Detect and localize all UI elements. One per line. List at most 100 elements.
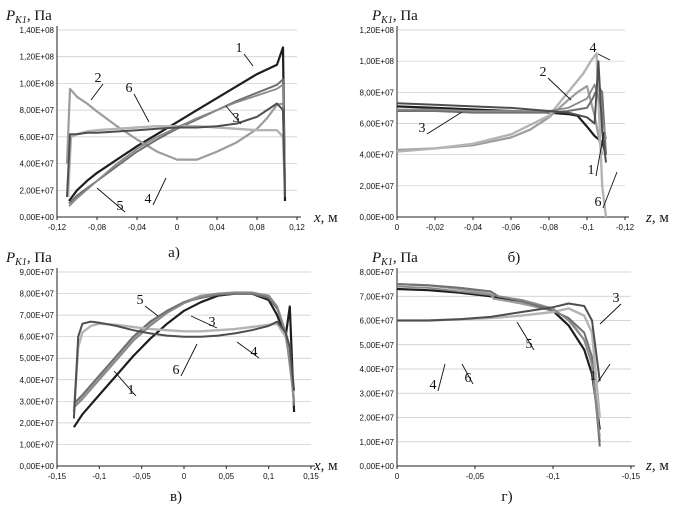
series-line-5 [397,83,607,140]
curve-label-6: 6 [173,363,180,378]
curve-label-4: 4 [590,41,597,56]
curve-leader-3 [190,315,218,329]
y-tick-label: 4,00E+07 [20,160,55,169]
x-tick-label: 0,15 [303,472,319,481]
curve-label-1: 1 [128,383,135,398]
y-tick-label: 7,00E+07 [20,311,55,320]
series-line-2 [73,291,296,407]
y-axis-symbol: P [5,250,15,266]
curve-label-4: 4 [145,192,152,207]
y-tick-label: 0,00E+00 [360,213,395,222]
x-axis-letter: z [645,210,652,226]
y-axis-unit: , Па [27,250,52,266]
y-tick-label: 3,00E+07 [360,389,395,398]
curve-label-3: 3 [233,111,240,126]
y-axis-unit: , Па [27,8,52,24]
y-tick-label: 1,00E+07 [20,440,55,449]
x-tick-label: 0 [175,223,180,232]
x-axis-unit: , м [321,458,339,474]
y-tick-label: 2,00E+07 [360,182,395,191]
curve-leader-5 [516,321,535,351]
x-tick-label: 0,04 [209,223,225,232]
curve-leader-3 [599,303,622,325]
x-axis-title: z, м [645,458,669,474]
y-axis-symbol: P [5,8,15,24]
x-tick-label: -0,1 [92,472,106,481]
x-tick-label: -0,02 [426,223,445,232]
y-tick-label: 6,00E+07 [20,133,55,142]
y-tick-label: 9,00E+07 [20,268,55,277]
series-line-1 [68,46,287,202]
series-line-5 [73,291,295,409]
curve-label-2: 2 [540,65,547,80]
curve-leader-1 [243,53,254,67]
y-axis-title: PK1, Па [371,250,418,268]
curve-label-4: 4 [430,378,437,393]
panel-label: б) [508,250,521,266]
x-axis-title: x, м [313,458,338,474]
series-line-6 [72,320,296,419]
curve-leader-1 [595,131,605,177]
curve-leader-6 [180,343,198,377]
x-axis-letter: x [313,458,321,474]
chart-panel-4: 0,00E+00 1,00E+07 2,00E+07 3,00E+07 4,00E+07… [360,250,670,505]
curve-label-6: 6 [595,195,602,210]
x-tick-label: -0,05 [133,472,152,481]
curve-label-3: 3 [613,291,620,306]
curve-label-4: 4 [251,345,258,360]
y-tick-label: 1,20E+08 [360,26,395,35]
y-tick-label: 6,00E+07 [20,333,55,342]
y-tick-label: 6,00E+07 [360,317,395,326]
y-tick-label: 0,00E+00 [20,462,55,471]
y-tick-label: 3,00E+07 [20,397,55,406]
curve-label-1: 1 [590,369,597,384]
x-tick-label: -0,12 [48,223,67,232]
curve-label-1: 1 [588,163,595,178]
y-tick-label: 4,00E+07 [360,151,395,160]
series-line-6 [397,302,601,382]
y-axis-subscript: K1 [14,257,27,268]
x-tick-label: 0 [395,223,400,232]
curve-leader-4 [236,341,260,359]
y-tick-label: 2,00E+07 [20,186,55,195]
curve-leader-6 [133,93,150,123]
y-tick-label: 4,00E+07 [360,365,395,374]
x-tick-label: -0,04 [128,223,147,232]
x-tick-label: -0,15 [48,472,67,481]
curve-label-5: 5 [117,199,124,214]
y-axis-subscript: K1 [380,257,393,268]
series-line-2 [65,87,287,191]
chart-panel-1: 0,00E+00 2,00E+07 4,00E+07 6,00E+07 8,00E+07… [5,8,338,261]
series-line-5 [396,285,601,437]
curve-label-2: 2 [95,71,102,86]
panel-label: в) [170,489,182,505]
y-tick-label: 4,00E+07 [20,376,55,385]
x-tick-label: 0 [395,472,400,481]
y-tick-label: 1,00E+08 [20,79,55,88]
x-tick-label: -0,05 [466,472,485,481]
series-line-1 [72,292,296,428]
y-axis-title: PK1, Па [5,8,52,26]
x-tick-label: 0,1 [263,472,275,481]
y-tick-label: 1,20E+08 [20,53,55,62]
y-tick-label: 5,00E+07 [360,341,395,350]
y-tick-label: 7,00E+07 [360,292,395,301]
x-tick-label: 0,08 [249,223,265,232]
y-tick-label: 0,00E+00 [360,462,395,471]
curve-label-3: 3 [419,121,426,136]
x-tick-label: 0 [182,472,187,481]
x-tick-label: 0,12 [289,223,305,232]
curve-leader-1 [113,370,137,397]
curve-leader-4 [437,363,446,392]
x-tick-label: -0,06 [502,223,521,232]
series-line-2 [396,84,604,155]
curve-leader-5 [96,187,126,213]
y-axis-symbol: P [371,8,381,24]
curve-leader-2 [547,77,572,101]
x-axis-title: x, м [313,210,338,226]
x-tick-label: -0,08 [88,223,107,232]
y-axis-subscript: K1 [14,15,27,26]
series-line-4 [72,322,296,413]
chart-panel-2: 0,00E+00 2,00E+07 4,00E+07 6,00E+07 8,00E+07… [360,8,670,266]
